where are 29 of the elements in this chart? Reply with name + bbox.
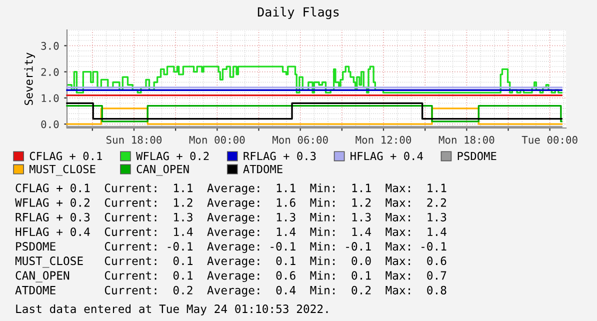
y-tick-label: 0.0 — [41, 120, 59, 128]
legend-label: MUST_CLOSE — [30, 164, 96, 176]
y-tick-label: 1.0 — [42, 94, 59, 102]
text: RFLAG + 0.3 Current: 1.3 Average: 1.3 Min: 1.3 Max: 1.3 — [16, 212, 446, 224]
text: HFLAG + 0.4 Current: 1.4 Average: 1.4 Min: 1.4 Max: 1.4 — [16, 227, 446, 238]
x-tick-label: Mon 18:00 — [438, 136, 494, 144]
chart-title: Daily Flags — [258, 6, 339, 20]
legend-label: CFLAG + 0.1 — [30, 152, 102, 160]
legend-label: ATDOME — [243, 164, 282, 174]
text: CAN_OPEN Current: 0.1 Average: 0.6 Min: 0.1 Max: 0.7 — [16, 270, 446, 282]
text: WFLAG + 0.2 Current: 1.2 Average: 1.6 Min: 1.2 Max: 2.2 — [15, 198, 446, 210]
y-tick-label: 3.0 — [41, 42, 59, 50]
legend-label: CAN_OPEN — [136, 164, 189, 176]
x-tick-label: Mon 06:00 — [272, 136, 328, 144]
legend-label: RFLAG + 0.3 — [244, 152, 316, 160]
x-tick-label: Tue 00:00 — [522, 136, 578, 144]
text: MUST_CLOSE Current: 0.1 Average: 0.1 Min: 0.0 Max: 0.6 — [15, 256, 446, 268]
legend-label: PSDOME — [458, 152, 496, 160]
legend-label: WFLAG + 0.2 — [136, 152, 209, 160]
text: PSDOME Current: -0.1 Average: -0.1 Min: -0.1 Max: -0.1 — [16, 242, 446, 253]
text: ATDOME Current: 0.2 Average: 0.4 Min: 0.2 Max: 0.8 — [15, 286, 446, 297]
text: Last data entered at Tue May 24 01:10:53 2022. — [16, 304, 328, 316]
y-tick-label: 2.0 — [41, 68, 59, 76]
x-tick-label: Mon 00:00 — [189, 136, 245, 144]
y-axis-title: Severity — [24, 52, 35, 106]
x-tick-label: Mon 12:00 — [356, 136, 412, 144]
text: CFLAG + 0.1 Current: 1.1 Average: 1.1 Min: 1.1 Max: 1.1 — [16, 183, 446, 195]
x-tick-label: Sun 18:00 — [106, 136, 162, 144]
legend-label: HFLAG + 0.4 — [350, 152, 423, 160]
